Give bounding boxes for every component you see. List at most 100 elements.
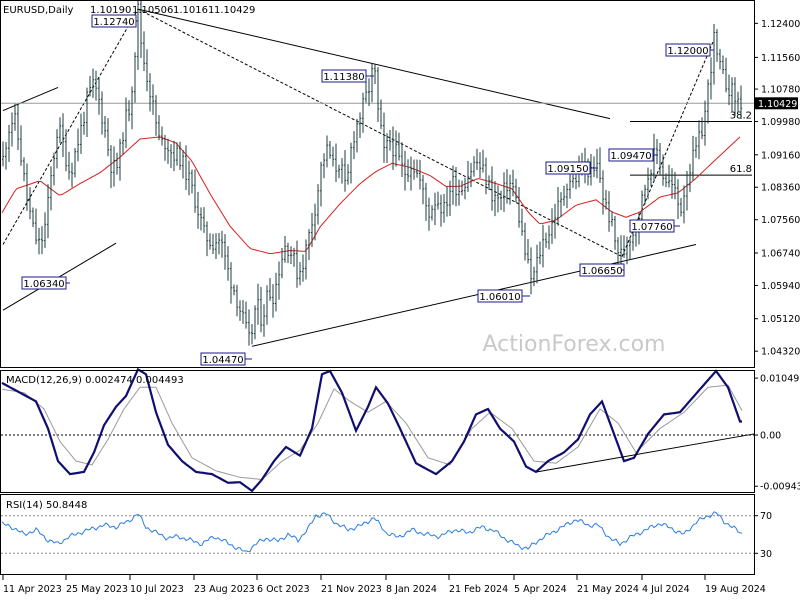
moving-average-line [1, 136, 741, 254]
ohlc-bar [176, 142, 179, 166]
level-label-text: 1.06340 [23, 279, 64, 290]
ohlc-bar [146, 49, 149, 92]
ohlc-bar [707, 79, 710, 124]
level-label-text: 1.04470 [202, 355, 243, 366]
ohlc-bar [440, 194, 443, 227]
date-label: 21 Feb 2024 [449, 584, 508, 595]
ohlc-bar [287, 242, 290, 263]
ohlc-bar [503, 172, 506, 212]
date-label: 21 May 2024 [577, 584, 639, 595]
ohlc-bar [371, 64, 374, 103]
ohlc-bar [188, 160, 191, 196]
ohlc-bar [605, 189, 608, 210]
ohlc-bar [170, 144, 173, 169]
macd-signal-line [1, 384, 743, 481]
dashed-line-decline [137, 8, 623, 258]
ohlc-bar [203, 207, 206, 233]
ohlc-bar [671, 168, 674, 199]
level-label-text: 1.06010 [479, 292, 520, 303]
ohlc-bar [650, 169, 653, 187]
ohlc-bar [413, 159, 416, 180]
ohlc-bar [302, 254, 305, 282]
ohlc-bar [257, 283, 260, 325]
macd-panel-frame [0, 370, 755, 493]
ohlc-bar [242, 300, 245, 324]
date-label: 25 May 2023 [66, 584, 128, 595]
ohlc-bar [500, 190, 503, 211]
ohlc-bar [101, 91, 104, 135]
ohlc-bar [323, 153, 326, 179]
ohlc-bar [380, 99, 383, 130]
ohlc-bar [344, 150, 347, 192]
price-tick-label: 1.12400 [761, 19, 800, 30]
level-label-7: 1.06010 [477, 289, 530, 303]
ohlc-bar [713, 23, 716, 85]
ohlc-bar [41, 226, 44, 255]
level-label-text: 1.12740 [93, 17, 134, 28]
main-panel-frame [0, 0, 755, 368]
ohlc-bar [254, 305, 257, 340]
ohlc-bar [341, 158, 344, 184]
ohlc-bar [155, 95, 158, 136]
ohlc-bar [425, 182, 428, 221]
ohlc-bar [479, 152, 482, 178]
level-label-6: 1.06650 [579, 263, 625, 277]
ohlc-bar [248, 309, 251, 346]
ohlc-bar [221, 230, 224, 258]
ohlc-bar [719, 48, 722, 70]
current-price-tag: 1.10429 [755, 97, 798, 110]
ohlc-bar [110, 145, 113, 189]
ohlc-bar [731, 77, 734, 112]
ohlc-bar [401, 142, 404, 177]
ohlc-bar [119, 138, 122, 181]
ohlc-bar [278, 261, 281, 300]
ohlc-bar [695, 136, 698, 158]
date-label: 8 Jan 2024 [386, 584, 437, 595]
ohlc-bar [53, 152, 56, 186]
ohlc-bar [404, 150, 407, 191]
main-header: EURUSD,Daily 1.10190 1.10506 1.10161 1.1… [3, 5, 255, 16]
ohlc-bar [674, 171, 677, 200]
ohlc-bar [116, 152, 119, 175]
ohlc-bar [92, 68, 95, 98]
ohlc-bar [383, 112, 386, 163]
ohlc-bar [35, 208, 38, 245]
ohlc-bar [206, 221, 209, 257]
ohlc-bar [476, 148, 479, 171]
ohlc-bar [185, 145, 188, 191]
ohlc-bar [389, 129, 392, 151]
ohlc-bar [437, 191, 440, 210]
ohlc-bar [626, 236, 629, 265]
date-label: 19 Aug 2024 [705, 584, 766, 595]
ohlc-bar [686, 170, 689, 211]
ohlc-bar [407, 159, 410, 183]
ohlc-bar [59, 117, 62, 143]
ohlc-low: 1.10161 [173, 5, 214, 16]
ohlc-bar [365, 81, 368, 103]
ohlc-bar [599, 147, 602, 183]
ohlc-bar [284, 235, 287, 263]
ohlc-bar [266, 285, 269, 325]
price-tick-label: 1.09160 [761, 150, 800, 161]
ohlc-bar [494, 181, 497, 217]
ohlc-bar [86, 87, 89, 137]
ohlc-bar [65, 129, 68, 172]
ohlc-bar [662, 154, 665, 186]
ohlc-bar [179, 141, 182, 170]
level-label-4: 1.09470 [608, 148, 658, 162]
ohlc-bar [449, 180, 452, 217]
current-price-text: 1.10429 [758, 99, 797, 110]
ohlc-bar [461, 180, 464, 196]
date-label: 4 Jul 2024 [642, 584, 690, 595]
ohlc-close: 1.10429 [214, 5, 255, 16]
date-label: 10 Jul 2023 [130, 584, 184, 595]
ohlc-bar [227, 246, 230, 281]
ohlc-bar [218, 232, 221, 255]
ohlc-bar [134, 52, 137, 103]
ohlc-bar [458, 179, 461, 206]
level-label-text: 1.11380 [323, 72, 364, 83]
ohlc-bar [26, 163, 29, 211]
rsi-line [1, 511, 743, 553]
level-label-3: 1.09150 [545, 161, 598, 175]
